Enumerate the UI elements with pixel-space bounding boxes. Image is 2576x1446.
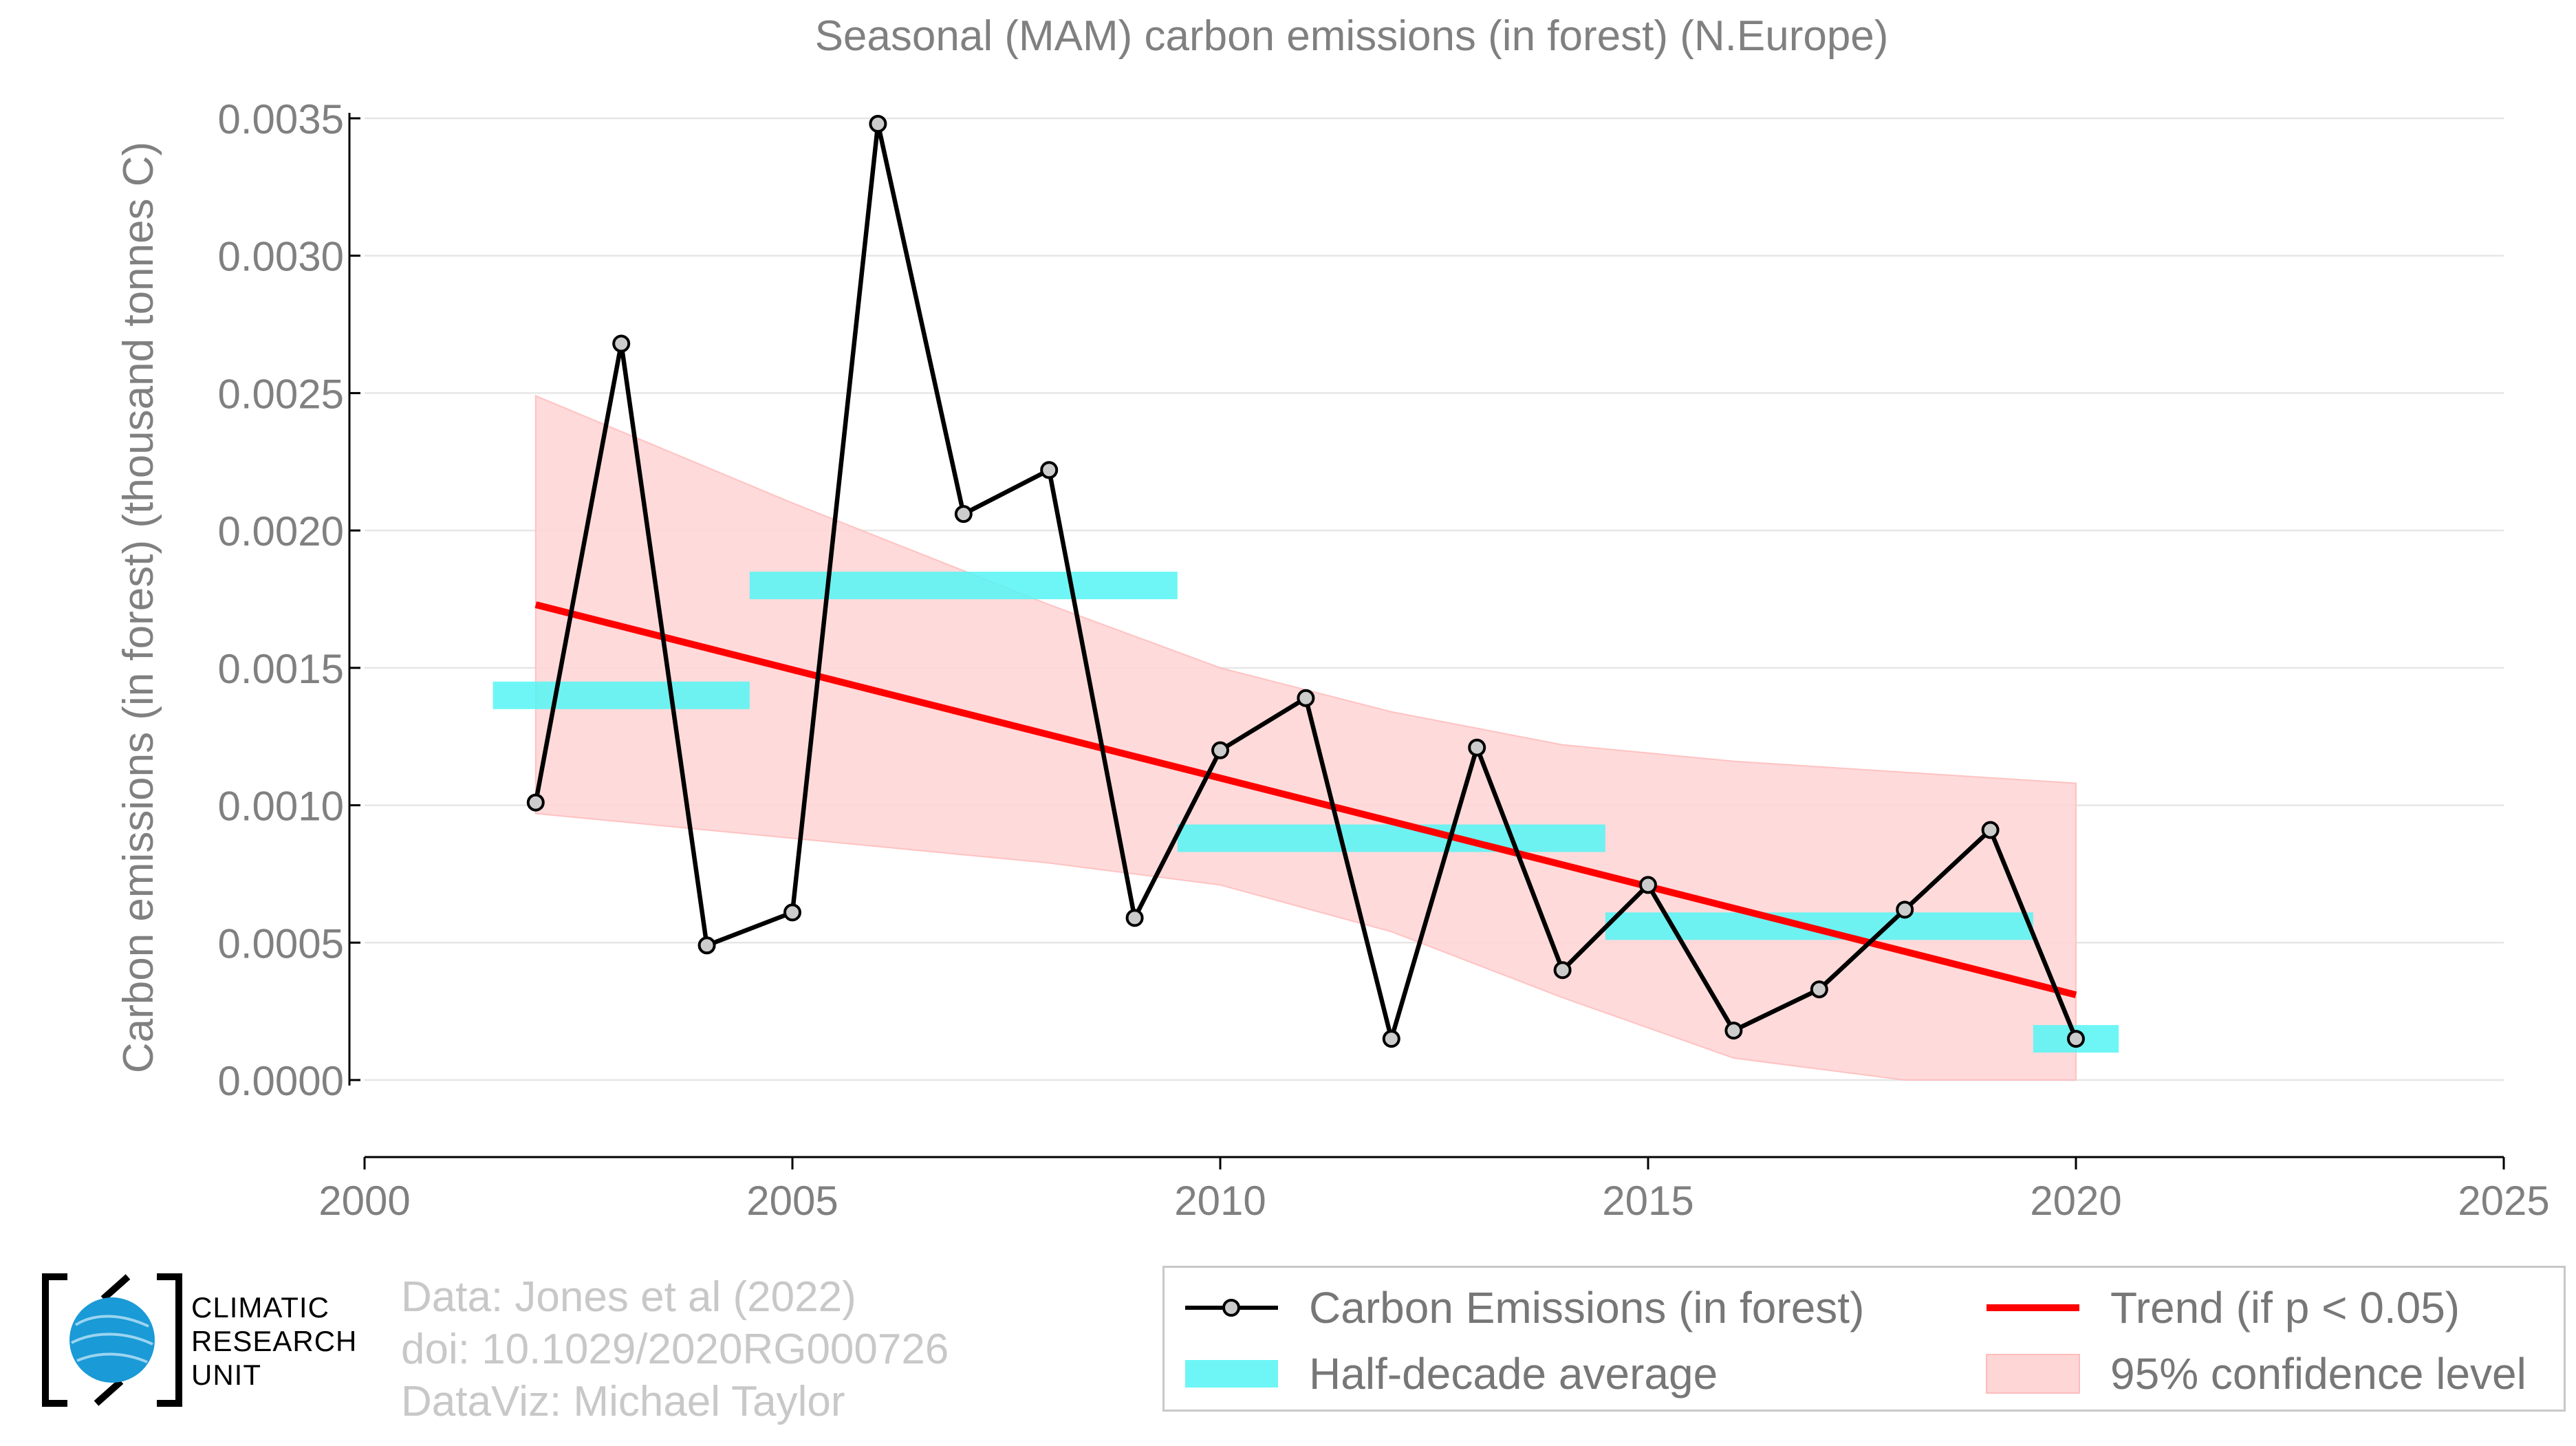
legend-item-emissions: Carbon Emissions (in forest) <box>1182 1280 1864 1335</box>
half-decade-bar <box>493 681 750 709</box>
half-decade-bar <box>749 572 1178 600</box>
logo-line-2: RESEARCH <box>191 1325 358 1357</box>
legend-emissions-label: Carbon Emissions (in forest) <box>1309 1283 1865 1332</box>
legend-emissions-swatch <box>1185 1299 1278 1317</box>
data-point <box>1297 689 1315 707</box>
data-point <box>1211 741 1229 759</box>
confidence-band <box>534 394 2077 1081</box>
y-tick-label: 0.0000 <box>217 1058 344 1104</box>
y-tick-label: 0.0030 <box>217 234 344 280</box>
y-axis-label: Carbon emissions (in forest) (thousand t… <box>115 142 162 1073</box>
half-decade-bar <box>1605 912 2033 940</box>
data-point <box>1468 738 1486 757</box>
x-tick-label: 2025 <box>2458 1178 2549 1224</box>
trend-line-path <box>534 601 2077 999</box>
y-tick-label: 0.0015 <box>217 646 344 692</box>
data-point <box>1125 909 1144 927</box>
data-point <box>1981 821 2000 839</box>
data-point <box>612 334 631 353</box>
legend-item-trend: Trend (if p < 0.05) <box>1983 1280 2460 1335</box>
half-decade-bar <box>1177 824 1605 852</box>
x-tick-label: 2010 <box>1174 1178 1266 1224</box>
legend-item-confidence: 95% confidence level <box>1983 1346 2526 1401</box>
data-point <box>869 114 887 133</box>
y-tick-label: 0.0005 <box>217 920 344 967</box>
logo-line-3: UNIT <box>191 1359 261 1391</box>
y-tick-label: 0.0010 <box>217 784 344 830</box>
x-tick-label: 2000 <box>318 1178 410 1224</box>
credit-dataviz: DataViz: Michael Taylor <box>401 1378 845 1425</box>
y-tick-label: 0.0020 <box>217 508 344 554</box>
emissions-series <box>526 114 2085 1048</box>
chart-title: Seasonal (MAM) carbon emissions (in fore… <box>815 12 1889 60</box>
data-point <box>697 936 716 955</box>
cru-logo-text: CLIMATIC RESEARCH UNIT <box>191 1291 357 1392</box>
data-point <box>954 505 973 524</box>
data-point <box>1553 961 1572 980</box>
y-tick-label: 0.0035 <box>217 96 344 142</box>
axes <box>348 113 2505 1169</box>
x-tick-label: 2015 <box>1602 1178 1693 1224</box>
legend-confidence-swatch <box>1986 1354 2080 1394</box>
credit-doi: doi: 10.1029/2020RG000726 <box>401 1326 949 1373</box>
cru-logo: CLIMATIC RESEARCH UNIT <box>40 1271 363 1409</box>
data-point <box>526 793 545 812</box>
legend-trend-label: Trend (if p < 0.05) <box>2110 1283 2460 1332</box>
legend-average-label: Half-decade average <box>1309 1349 1718 1399</box>
data-point <box>1896 900 1914 919</box>
x-tick-labels: 2000 2005 2010 2015 2020 2025 <box>318 1178 2549 1224</box>
x-tick-label: 2020 <box>2030 1178 2121 1224</box>
legend-confidence-label: 95% confidence level <box>2110 1349 2526 1399</box>
data-point <box>1382 1030 1400 1048</box>
legend-item-average: Half-decade average <box>1182 1346 1718 1401</box>
data-point <box>1639 876 1657 894</box>
data-point <box>2067 1030 2085 1048</box>
cru-logo-mark <box>42 1273 182 1407</box>
data-point <box>1040 461 1059 479</box>
legend-trend-swatch <box>1987 1304 2079 1311</box>
legend: Carbon Emissions (in forest) Half-decade… <box>1162 1266 2566 1412</box>
data-point <box>783 903 801 922</box>
credit-data-source: Data: Jones et al (2022) <box>401 1273 856 1321</box>
half-decade-bars <box>493 572 2119 1053</box>
legend-average-swatch <box>1185 1360 1278 1388</box>
data-point <box>1724 1022 1743 1040</box>
confidence-band-area <box>534 394 2077 1081</box>
y-tick-labels: 0.0000 0.0005 0.0010 0.0015 0.0020 0.0025 0.00… <box>217 96 344 1104</box>
x-tick-label: 2005 <box>746 1178 838 1224</box>
trend-line <box>534 601 2077 999</box>
y-tick-label: 0.0025 <box>217 371 344 417</box>
data-point <box>1810 980 1828 999</box>
data-credits: Data: Jones et al (2022) doi: 10.1029/20… <box>401 1271 949 1428</box>
logo-line-1: CLIMATIC <box>191 1291 329 1324</box>
